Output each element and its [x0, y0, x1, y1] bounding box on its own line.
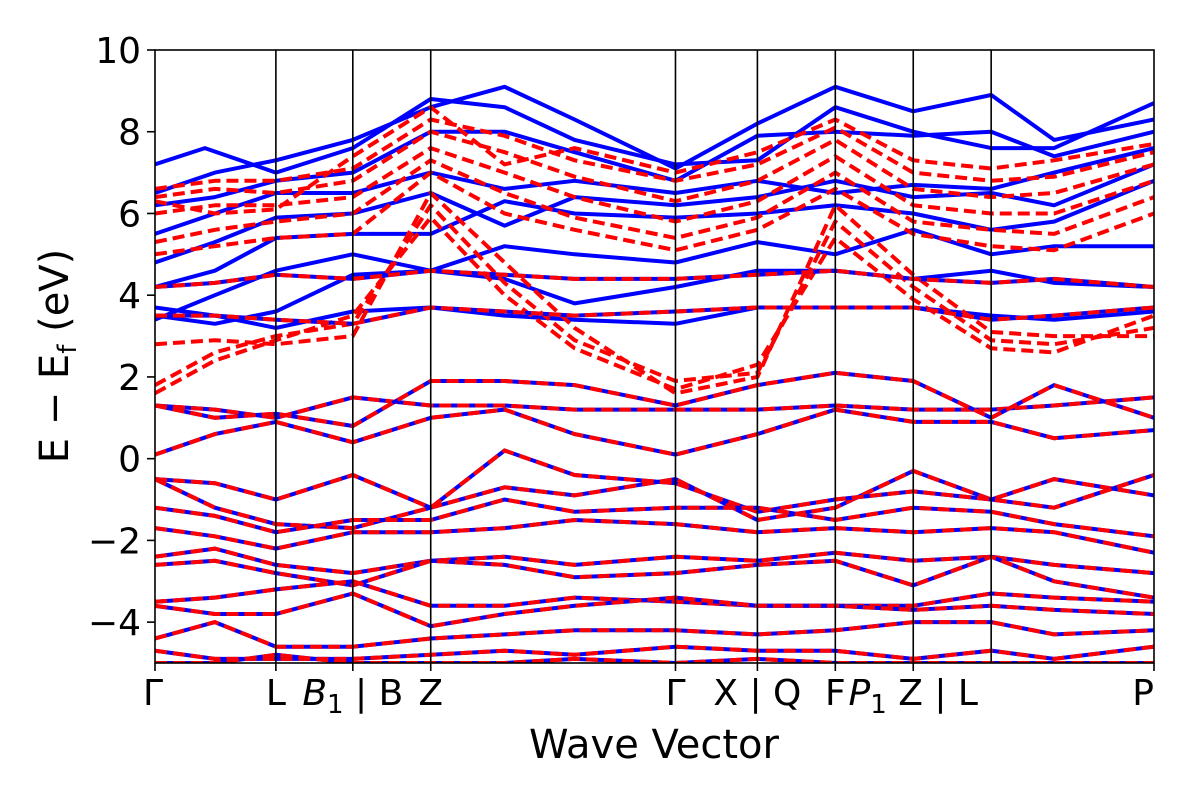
plot-frame [154, 49, 1155, 664]
x-axis-ticks: Γ L B1 | B Z Γ X | Q F P1 Z | L P [143, 663, 1155, 720]
x-tick-label: Γ [143, 673, 163, 714]
y-axis-ticks: −4 −2 0 2 4 6 8 10 [88, 31, 155, 644]
x-tick-label: Z [418, 673, 443, 714]
red-band-line [155, 554, 1154, 600]
blue-band-line [155, 97, 1154, 175]
y-axis-title: E − Ef (eV) [32, 249, 83, 464]
y-tick-label: 4 [118, 276, 141, 317]
red-band-line [155, 468, 1154, 522]
blue-band-line [155, 84, 1154, 195]
red-band-line [155, 117, 1154, 191]
red-band-line [155, 191, 1154, 396]
red-band-line [155, 497, 1154, 539]
red-band-line [155, 652, 1154, 663]
red-band-line [155, 129, 1154, 204]
y-tick-label: −4 [88, 603, 141, 644]
x-tick-label: L [266, 673, 286, 714]
x-tick-label: P [1132, 673, 1154, 714]
blue-band-line [155, 162, 1154, 265]
y-axis-title-unit: (eV) [32, 249, 78, 345]
red-band-line [155, 407, 1154, 457]
red-band-line [155, 644, 1154, 661]
x-tick-label: X | Q [713, 673, 801, 714]
red-band-line [155, 215, 1154, 396]
red-band-line [155, 579, 1154, 608]
band-lines [155, 84, 1154, 663]
y-axis-title-main: E − E [32, 354, 78, 464]
y-tick-label: 10 [95, 31, 141, 72]
y-tick-label: 8 [118, 113, 141, 154]
red-band-line [155, 105, 1154, 216]
blue-band-line [155, 268, 1154, 326]
high-symmetry-lines [275, 50, 992, 663]
y-tick-label: 0 [118, 440, 141, 481]
red-band-line [155, 170, 1154, 257]
red-band-line [155, 305, 1154, 326]
x-tick-label: B1 | B [302, 673, 403, 720]
y-axis-title-sub: f [53, 344, 83, 354]
x-tick-label: F [825, 673, 846, 714]
red-band-line [155, 146, 1154, 224]
red-band-line [155, 620, 1154, 649]
red-band-line [155, 158, 1154, 245]
blue-band-line [155, 305, 1154, 330]
red-band-line [155, 591, 1154, 629]
red-band-line [155, 448, 1154, 531]
red-band-line [155, 546, 1154, 576]
red-band-line [155, 370, 1154, 428]
x-tick-label: P1 Z | L [849, 673, 978, 720]
x-tick-label: Γ [665, 673, 685, 714]
blue-band-line [155, 227, 1154, 322]
y-tick-label: −2 [88, 521, 141, 562]
y-tick-label: 2 [118, 358, 141, 399]
red-band-line [155, 518, 1154, 555]
red-band-line [155, 268, 1154, 289]
y-tick-label: 6 [118, 194, 141, 235]
x-axis-title: Wave Vector [529, 722, 780, 768]
